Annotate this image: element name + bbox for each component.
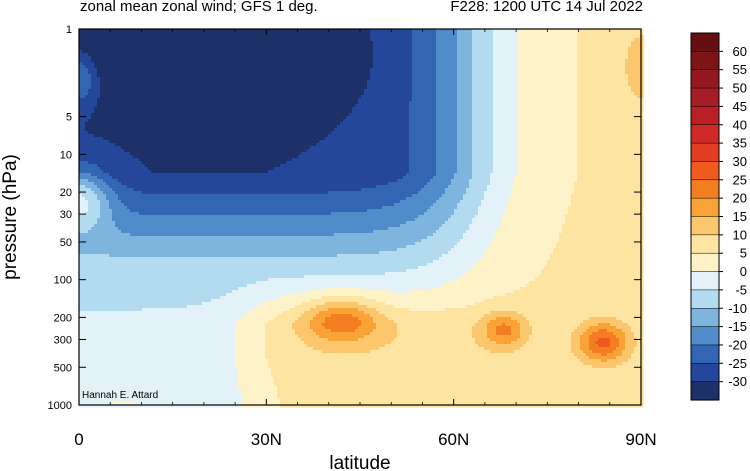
plot-area (79, 29, 644, 408)
